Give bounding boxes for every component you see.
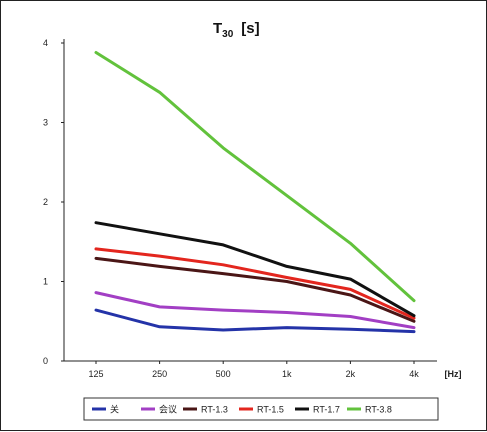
x-tick-label: 250 (152, 369, 167, 379)
legend-label: 会议 (159, 404, 177, 415)
legend-label: RT-3.8 (365, 405, 392, 415)
legend-box (83, 397, 439, 421)
x-tick-label: 2k (346, 369, 356, 379)
x-tick-label: 500 (216, 369, 231, 379)
chart-legend: 关 会议 RT-1.3 RT-1.5 RT-1.7 RT-3.8 (83, 397, 439, 421)
series-line (94, 221, 416, 318)
legend-label: RT-1.5 (257, 405, 284, 415)
x-tick-label: 1k (282, 369, 292, 379)
chart-title: T30 [s] (213, 20, 260, 40)
series-line (94, 256, 416, 323)
series-line (94, 291, 416, 330)
series-line (94, 247, 416, 320)
x-tick-label: 125 (88, 369, 103, 379)
legend-label: RT-1.3 (201, 405, 228, 415)
x-tick-label: 4k (409, 369, 419, 379)
y-tick-label: 0 (43, 356, 48, 366)
y-tick-label: 2 (43, 197, 48, 207)
chart-axes: 0 1 2 3 4 125 250 500 1k 2k 4k [Hz] (43, 38, 462, 379)
y-tick-label: 3 (43, 118, 48, 128)
legend-label: RT-1.7 (313, 405, 340, 415)
legend-label: 关 (110, 404, 119, 415)
series-line (94, 51, 416, 303)
y-tick-label: 4 (43, 38, 48, 48)
series-line (94, 308, 416, 334)
chart-series (94, 51, 416, 334)
y-tick-label: 1 (43, 277, 48, 287)
x-unit-label: [Hz] (445, 369, 462, 379)
